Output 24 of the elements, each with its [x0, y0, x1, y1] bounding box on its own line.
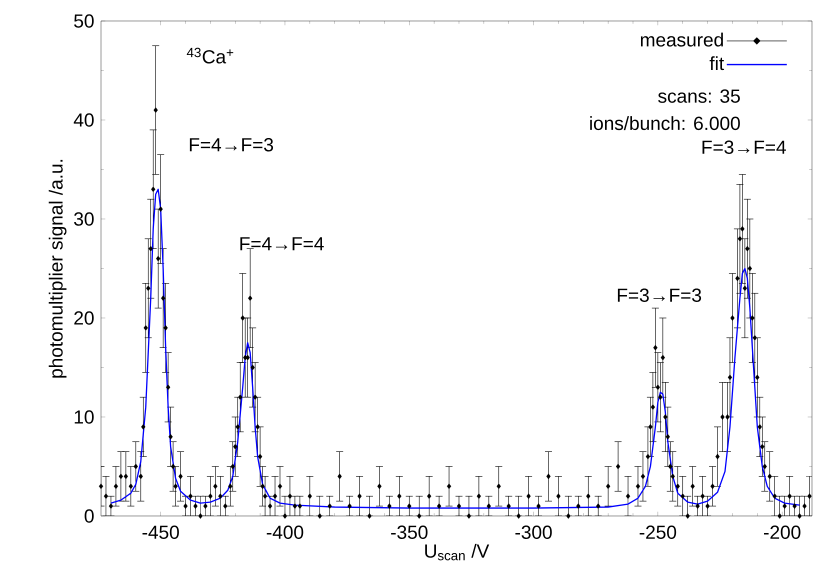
x-tick-label: -250: [640, 526, 676, 539]
annotation: scans: 35: [658, 89, 740, 103]
line-series: [110, 188, 800, 509]
legend-label: measured: [640, 32, 723, 47]
x-tick-label: -200: [764, 526, 800, 539]
annotation: F=3→F=3: [618, 288, 702, 302]
y-axis-title: photomultiplier signal /a.u.: [48, 160, 66, 378]
annotation: F=4→F=3: [190, 138, 274, 152]
y-tick-label: 40: [74, 113, 94, 127]
y-tick-label: 10: [74, 410, 94, 424]
y-tick-label: 20: [74, 311, 94, 325]
y-tick-label: 30: [74, 212, 94, 226]
y-tick-label: 0: [84, 509, 94, 523]
x-tick-label: -350: [391, 526, 428, 539]
y-tick-label: 50: [74, 14, 94, 28]
annotation: F=3→F=4: [702, 140, 786, 154]
x-tick-label: -400: [266, 526, 304, 539]
x-tick-label: -300: [515, 526, 552, 539]
x-tick-label: -450: [142, 526, 179, 539]
annotation: ions/bunch: 6.000: [590, 116, 740, 130]
x-axis-title: U$_{scan}$ /V: [425, 544, 490, 560]
legend-label: fit: [710, 56, 724, 70]
annotation: $^{43}$Ca$^{+}$: [186, 48, 234, 64]
annotation: F=4→F=4: [240, 237, 324, 250]
